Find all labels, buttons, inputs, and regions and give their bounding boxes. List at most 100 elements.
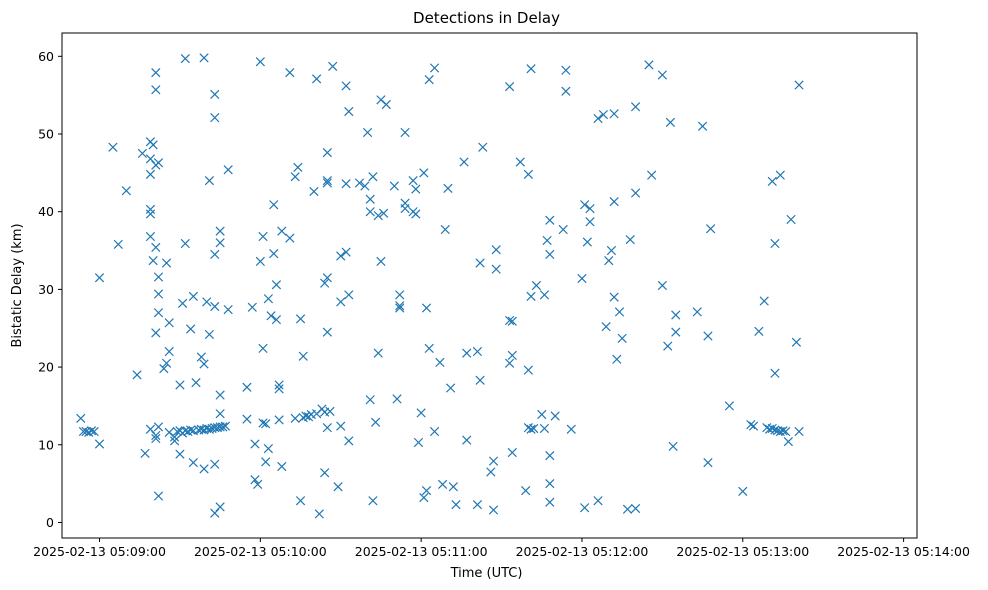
data-point (274, 415, 284, 425)
data-point (322, 423, 332, 433)
data-point (223, 304, 233, 315)
data-point (488, 505, 499, 515)
data-point (537, 409, 547, 420)
data-point (526, 64, 536, 74)
data-point (545, 249, 555, 260)
data-point (151, 430, 161, 441)
data-point (580, 200, 590, 210)
data-point (566, 424, 576, 434)
data-point (218, 422, 228, 432)
y-tick-label: 50 (38, 127, 54, 142)
y-tick-label: 30 (38, 282, 54, 297)
data-point (210, 301, 220, 312)
data-point (703, 331, 713, 341)
data-point (153, 272, 164, 282)
data-point (531, 280, 542, 291)
data-point (395, 301, 405, 311)
data-point (665, 117, 676, 127)
data-point (263, 294, 274, 304)
data-point (175, 449, 185, 459)
data-point (161, 358, 172, 368)
data-point (258, 343, 268, 354)
data-point (258, 418, 268, 428)
data-point (148, 140, 158, 150)
data-point (295, 496, 306, 506)
data-point (274, 380, 284, 390)
data-point (526, 424, 536, 434)
data-point (395, 290, 405, 300)
data-point (738, 486, 748, 497)
data-point (507, 316, 517, 326)
data-point (437, 479, 448, 490)
data-point (612, 354, 622, 364)
data-point (180, 54, 190, 64)
data-point (269, 249, 279, 259)
data-point (507, 350, 517, 361)
data-point (261, 457, 271, 467)
data-point (791, 337, 802, 347)
data-point (767, 423, 777, 434)
data-point (255, 256, 265, 267)
data-point (472, 346, 483, 357)
data-point (475, 375, 485, 385)
data-point (322, 148, 332, 158)
data-point (448, 482, 458, 492)
data-point (400, 127, 410, 138)
data-point (333, 482, 343, 492)
data-point (151, 433, 161, 444)
data-point (529, 423, 539, 434)
data-point (630, 188, 641, 198)
data-point (202, 297, 212, 307)
data-point (322, 327, 332, 337)
data-point (137, 148, 148, 159)
data-point (692, 307, 702, 317)
data-point (475, 258, 485, 268)
data-point (180, 238, 190, 249)
data-point (153, 422, 164, 432)
data-point (381, 99, 391, 110)
data-point (630, 503, 641, 514)
data-point (271, 315, 282, 325)
data-point (145, 154, 156, 164)
data-point (285, 233, 295, 243)
data-point (148, 256, 158, 266)
data-point (668, 441, 678, 451)
data-point (320, 278, 330, 288)
data-point (504, 315, 515, 326)
data-point (462, 348, 472, 358)
data-point (86, 426, 97, 436)
data-point (440, 224, 450, 235)
data-point (392, 394, 402, 404)
data-point (169, 436, 180, 446)
data-point (210, 508, 220, 518)
data-point (140, 448, 150, 458)
data-point (153, 289, 164, 299)
data-point (421, 485, 432, 496)
data-point (293, 162, 303, 173)
data-point (151, 67, 161, 78)
x-tick-label: 2025-02-13 05:10:00 (194, 544, 327, 559)
data-point (443, 183, 453, 194)
data-point (376, 256, 386, 267)
data-point (379, 208, 389, 218)
data-point (151, 328, 161, 338)
data-point (132, 370, 142, 380)
data-point (196, 352, 206, 362)
data-point (604, 256, 614, 266)
data-point (365, 207, 375, 217)
data-point (164, 346, 174, 357)
data-point (657, 70, 668, 80)
data-point (580, 503, 590, 513)
y-tick-label: 0 (46, 515, 54, 530)
data-point (523, 169, 533, 180)
data-point (362, 127, 373, 138)
data-point (204, 175, 215, 186)
data-point (242, 382, 252, 392)
data-point (486, 467, 496, 477)
data-point (585, 203, 595, 214)
data-point (285, 67, 295, 78)
data-point (271, 280, 282, 290)
data-point (373, 348, 383, 358)
data-point (504, 358, 515, 368)
